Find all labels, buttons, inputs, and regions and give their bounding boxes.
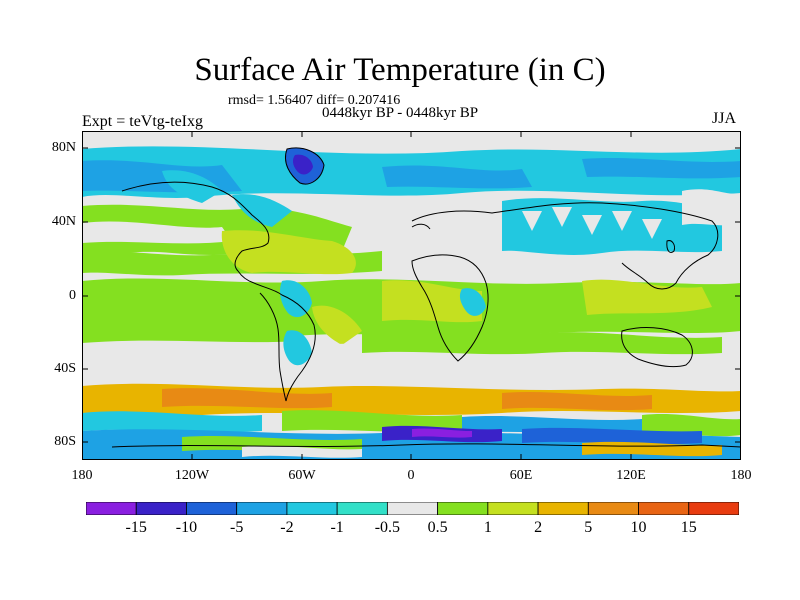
lon-label-60w: 60W — [288, 468, 316, 483]
colorbar-box — [286, 502, 338, 515]
lon-label-180w: 180 — [71, 468, 93, 483]
colorbar-box — [336, 502, 388, 515]
colorbar-box — [236, 502, 288, 515]
lon-label-120e: 120E — [616, 468, 646, 483]
lat-label-80s: 80S — [54, 434, 76, 449]
colorbar-box — [638, 502, 690, 515]
colorbar — [86, 502, 739, 515]
colorbar-box — [186, 502, 238, 515]
colorbar-box — [86, 502, 137, 515]
lon-label-60e: 60E — [509, 468, 533, 483]
colorbar-box — [487, 502, 539, 515]
lon-label-180e: 180 — [730, 468, 752, 483]
experiment-label: Expt = teVtg-teIxg — [82, 113, 203, 130]
colorbar-label: 2 — [534, 519, 543, 536]
colorbar-label: 10 — [630, 519, 647, 536]
period-label: 0448kyr BP - 0448kyr BP — [322, 105, 479, 121]
colorbar-box — [386, 502, 439, 515]
colorbar-label: -5 — [230, 519, 244, 536]
colorbar-label: 15 — [680, 519, 697, 536]
colorbar-box — [437, 502, 489, 515]
colorbar-label: -10 — [175, 519, 198, 536]
colorbar-label: -15 — [125, 519, 147, 536]
season-label: JJA — [712, 110, 737, 127]
colorbar-box — [688, 502, 739, 515]
lat-label-40s: 40S — [54, 361, 76, 376]
colorbar-label: 0.5 — [427, 519, 448, 536]
lat-label-0: 0 — [69, 288, 76, 303]
temperature-map — [82, 131, 741, 460]
colorbar-label: 5 — [584, 519, 593, 536]
lon-label-0: 0 — [407, 468, 415, 483]
colorbar-label: -2 — [280, 519, 294, 536]
colorbar-label: 1 — [483, 519, 492, 536]
colorbar-box — [587, 502, 639, 515]
lon-label-120w: 120W — [174, 468, 210, 483]
colorbar-box — [135, 502, 187, 515]
stats-label: rmsd= 1.56407 diff= 0.207416 — [228, 93, 401, 108]
colorbar-label: -0.5 — [374, 519, 401, 536]
colorbar-label: -1 — [330, 519, 344, 536]
lat-label-80n: 80N — [51, 140, 76, 155]
figure-title: Surface Air Temperature (in C) — [194, 52, 606, 88]
colorbar-box — [537, 502, 589, 515]
lat-label-40n: 40N — [51, 214, 76, 229]
